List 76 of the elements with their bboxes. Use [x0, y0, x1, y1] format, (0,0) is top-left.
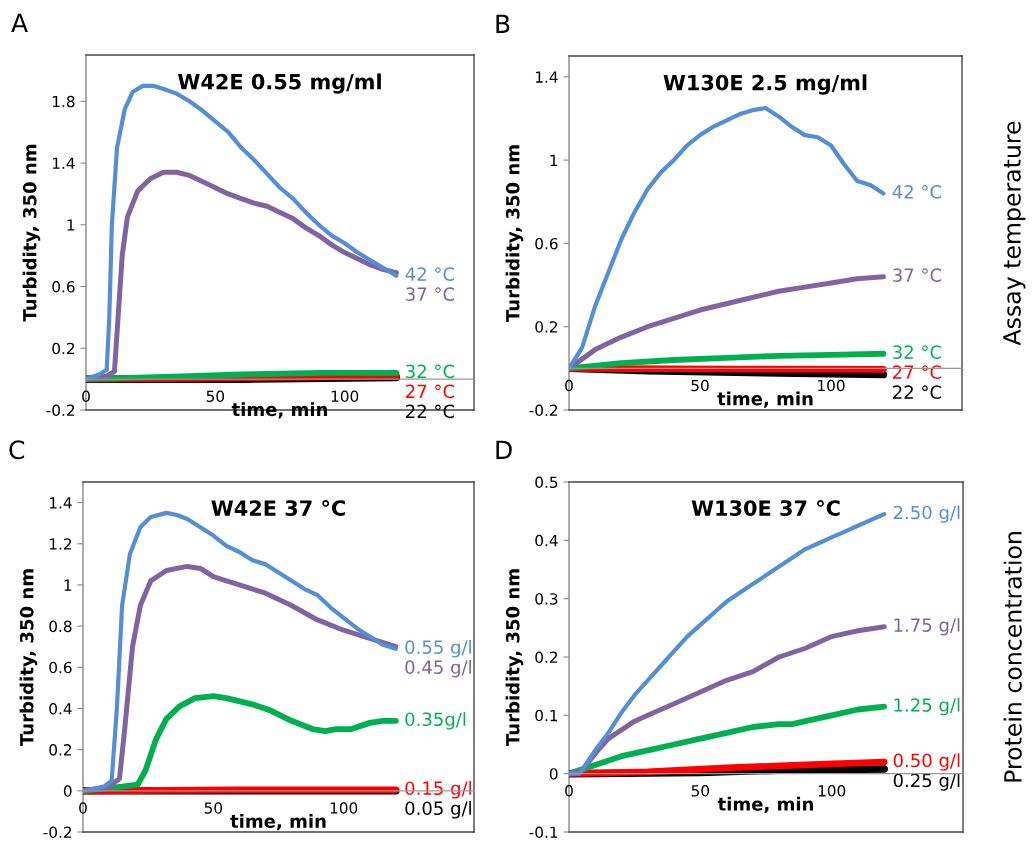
series-label: 0.05 g/l — [405, 801, 471, 819]
series-label: 0.25 g/l — [893, 773, 960, 791]
series-label: 42 °C — [405, 267, 455, 281]
series-label: 42 °C — [892, 185, 942, 199]
y-tick-label: 1.4 — [49, 497, 72, 509]
text: B — [496, 14, 510, 33]
text: Assay temperature — [1003, 121, 1026, 346]
y-tick-label: 1 — [67, 219, 75, 231]
x-tick-label: 0 — [79, 802, 87, 814]
x-tick-label: 100 — [818, 785, 846, 797]
y-tick-label: -0.1 — [529, 826, 558, 839]
y-tick-label: 0.2 — [535, 651, 558, 664]
text: A — [11, 13, 28, 32]
text: Protein concentration — [1003, 532, 1022, 782]
text: C — [9, 440, 25, 460]
y-axis-title: Turbidity, 350 nm — [505, 145, 524, 322]
y-tick-label: 0.2 — [49, 744, 72, 756]
series-label: 0.50 g/l — [893, 753, 960, 771]
series-label: 22 °C — [893, 385, 942, 400]
series-label: 0.45 g/l — [405, 660, 471, 678]
series-label: 1.25 g/l — [894, 697, 960, 716]
x-tick-label: 50 — [691, 379, 709, 392]
y-tick-label: 0.2 — [52, 342, 75, 355]
series-label: 22 °C — [406, 404, 455, 419]
series-label: 27 °C — [406, 384, 455, 399]
y-tick-label: -0.2 — [46, 404, 75, 417]
text: W42E 0.55 mg/ml — [178, 73, 381, 94]
x-axis-title: time, min — [717, 796, 814, 814]
y-tick-label: 0.1 — [535, 709, 558, 722]
y-axis-title: Turbidity, 350 nm — [19, 569, 38, 746]
y-tick-label: 0.4 — [535, 534, 558, 547]
y-tick-label: 0.3 — [535, 593, 558, 605]
series-label: 37 °C — [893, 268, 942, 282]
series-label: 0.55 g/l — [405, 640, 471, 658]
y-tick-label: 0.6 — [535, 237, 558, 250]
y-axis-title: Turbidity, 350 nm — [22, 144, 41, 322]
y-tick-label: 0.2 — [535, 321, 558, 333]
x-axis-title: time, min — [230, 813, 326, 831]
series-label: 1.75 g/l — [894, 617, 960, 636]
x-tick-label: 100 — [331, 390, 359, 403]
y-tick-label: 1 — [550, 154, 558, 166]
y-tick-label: -0.2 — [529, 404, 558, 417]
x-tick-label: 0 — [82, 390, 90, 403]
y-tick-label: 1.8 — [52, 95, 75, 108]
x-axis-title: time, min — [717, 391, 813, 408]
y-tick-label: 0.6 — [49, 661, 72, 674]
y-axis-title: Turbidity, 350 nm — [505, 569, 524, 746]
y-tick-label: -0.2 — [43, 826, 72, 839]
line-series — [569, 105, 886, 371]
series-label: 0.35g/l — [405, 712, 466, 730]
y-tick-label: 1 — [64, 579, 72, 591]
series-label: 32 °C — [893, 345, 942, 360]
y-tick-label: 1.2 — [49, 538, 72, 550]
x-axis-title: time, min — [231, 402, 328, 419]
y-tick-label: 1.4 — [52, 157, 75, 169]
y-tick-label: 1.4 — [535, 71, 558, 83]
text: W42E 37 °C — [211, 500, 345, 516]
y-tick-label: 0.5 — [535, 476, 558, 489]
series-label: 2.50 g/l — [893, 505, 960, 523]
series-label: 37 °C — [406, 287, 455, 301]
y-tick-label: 0 — [549, 768, 558, 780]
x-tick-label: 0 — [565, 379, 573, 392]
x-tick-label: 0 — [565, 785, 573, 797]
series-label: 32 °C — [406, 364, 455, 379]
x-tick-label: 100 — [330, 802, 358, 814]
series-label: 0.15 g/l — [405, 781, 471, 799]
text: W130E 37 °C — [691, 500, 840, 516]
y-tick-label: 0.4 — [49, 702, 72, 715]
x-tick-label: 50 — [206, 390, 225, 403]
y-tick-label: 0.6 — [52, 280, 75, 293]
y-tick-label: 0.8 — [49, 620, 72, 633]
text: W130E 2.5 mg/ml — [663, 74, 867, 95]
text: D — [496, 440, 512, 459]
x-tick-label: 50 — [204, 802, 223, 814]
x-tick-label: 50 — [691, 785, 710, 797]
x-tick-label: 100 — [818, 379, 845, 392]
